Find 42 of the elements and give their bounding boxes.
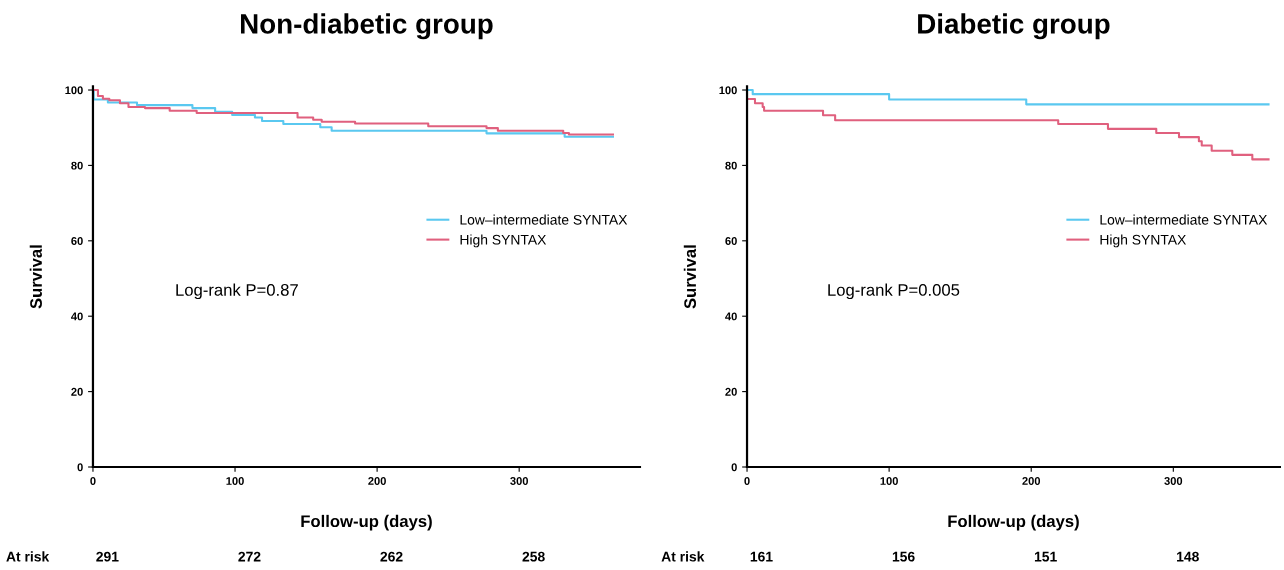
- y-axis-title: Survival: [29, 245, 42, 309]
- y-tick-label: 100: [65, 86, 83, 95]
- y-tick-label: 20: [725, 387, 737, 396]
- y-axis-title: Survival: [683, 245, 697, 309]
- text: 148: [1177, 551, 1199, 562]
- y-tick-label: 100: [719, 86, 737, 95]
- y-tick-label: 0: [731, 463, 737, 472]
- text: 161: [750, 551, 773, 562]
- chart-title: Diabetic group: [918, 13, 1110, 40]
- text: 272: [238, 551, 261, 562]
- y-tick-label: 40: [71, 312, 83, 321]
- text: 262: [380, 551, 403, 562]
- annotation: Log-rank P=0.87: [176, 283, 298, 300]
- legend-label: Low–intermediate SYNTAX: [460, 214, 628, 225]
- x-tick-label: 200: [1022, 477, 1041, 485]
- text: At risk: [661, 551, 705, 562]
- y-tick-label: 0: [77, 463, 83, 472]
- text: 291: [96, 551, 119, 562]
- y-tick-label: 60: [725, 237, 737, 245]
- x-tick-label: 300: [1164, 477, 1183, 485]
- text: 156: [892, 551, 915, 562]
- x-tick-label: 0: [744, 477, 750, 485]
- x-axis-title: Follow-up (days): [301, 514, 432, 531]
- y-tick-label: 20: [71, 387, 83, 396]
- y-tick-label: 80: [725, 161, 737, 170]
- text: 151: [1034, 551, 1057, 562]
- text: 258: [522, 551, 545, 562]
- x-tick-label: 200: [368, 477, 386, 485]
- y-tick-label: 80: [71, 161, 83, 170]
- annotation: Log-rank P=0.005: [828, 283, 960, 300]
- legend-label: High SYNTAX: [1100, 234, 1187, 248]
- y-tick-label: 40: [725, 312, 737, 321]
- y-tick-label: 60: [71, 237, 83, 245]
- chart-title: Non-diabetic group: [241, 13, 493, 40]
- legend-label: Low–intermediate SYNTAX: [1100, 214, 1268, 225]
- text: At risk: [6, 551, 50, 562]
- legend-label: High SYNTAX: [460, 234, 547, 248]
- x-tick-label: 300: [510, 477, 528, 485]
- x-tick-label: 100: [880, 477, 898, 485]
- x-tick-label: 0: [90, 477, 96, 485]
- x-axis-title: Follow-up (days): [948, 514, 1079, 531]
- x-tick-label: 100: [226, 477, 244, 485]
